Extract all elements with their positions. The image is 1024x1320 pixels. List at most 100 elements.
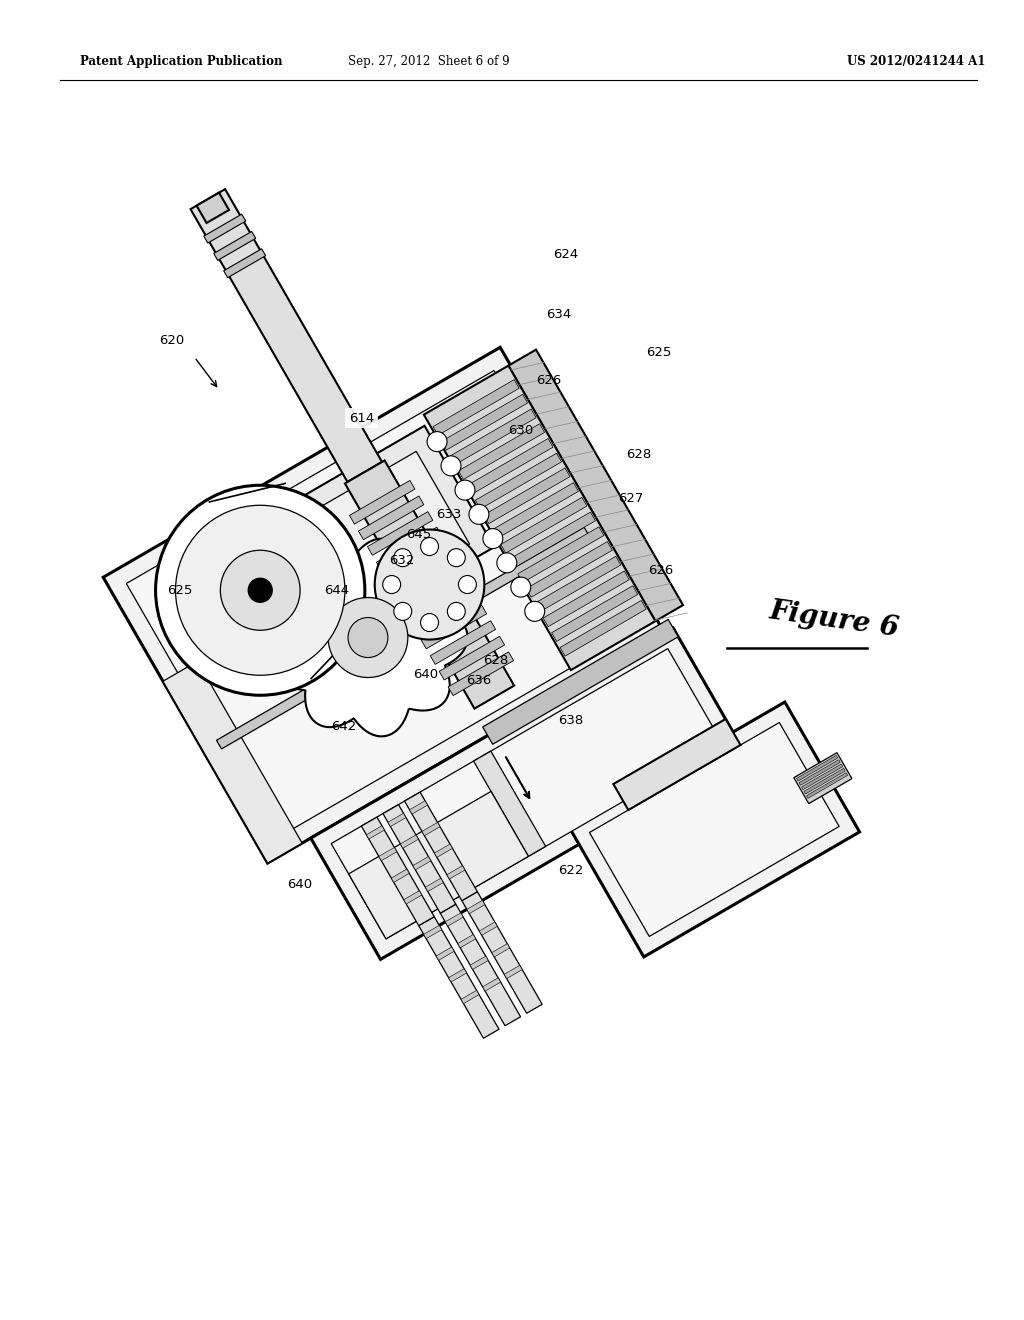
Polygon shape [794, 752, 852, 804]
Polygon shape [421, 605, 486, 649]
Polygon shape [425, 878, 443, 891]
Text: 633: 633 [436, 508, 462, 521]
Polygon shape [535, 556, 621, 612]
Polygon shape [413, 590, 477, 634]
Text: US 2012/0241244 A1: US 2012/0241244 A1 [847, 55, 985, 69]
Polygon shape [526, 541, 612, 597]
Polygon shape [484, 469, 570, 524]
Polygon shape [383, 805, 456, 913]
Polygon shape [331, 648, 723, 939]
Circle shape [328, 598, 408, 677]
Polygon shape [419, 916, 499, 1039]
Circle shape [459, 576, 476, 594]
Circle shape [524, 602, 545, 622]
Circle shape [394, 549, 412, 566]
Polygon shape [403, 574, 469, 618]
Polygon shape [797, 755, 838, 781]
Polygon shape [504, 965, 522, 978]
Polygon shape [388, 813, 406, 826]
Text: 638: 638 [558, 714, 584, 726]
Polygon shape [450, 409, 537, 465]
Polygon shape [433, 380, 519, 436]
Text: 622: 622 [558, 863, 584, 876]
Polygon shape [459, 424, 545, 479]
Polygon shape [385, 543, 451, 586]
Polygon shape [322, 451, 470, 599]
Polygon shape [440, 904, 520, 1026]
Circle shape [497, 553, 517, 573]
Circle shape [483, 528, 503, 549]
Circle shape [447, 602, 465, 620]
Text: Sep. 27, 2012  Sheet 6 of 9: Sep. 27, 2012 Sheet 6 of 9 [348, 55, 509, 69]
Polygon shape [391, 869, 410, 882]
Circle shape [427, 432, 447, 451]
Circle shape [511, 577, 530, 597]
Circle shape [469, 504, 488, 524]
Text: 636: 636 [466, 673, 492, 686]
Text: 625: 625 [167, 583, 193, 597]
Polygon shape [273, 539, 468, 737]
Polygon shape [400, 836, 419, 849]
Circle shape [348, 618, 388, 657]
Polygon shape [441, 395, 527, 450]
Text: 628: 628 [626, 449, 651, 462]
Polygon shape [126, 371, 641, 840]
Polygon shape [358, 496, 424, 540]
Polygon shape [377, 527, 441, 570]
Text: 626: 626 [648, 564, 673, 577]
Polygon shape [461, 990, 479, 1003]
Text: 634: 634 [546, 309, 571, 322]
Circle shape [394, 602, 412, 620]
Polygon shape [410, 801, 428, 814]
Polygon shape [223, 248, 265, 277]
Text: 626: 626 [537, 374, 561, 387]
Polygon shape [804, 768, 845, 793]
Polygon shape [473, 751, 546, 857]
Circle shape [383, 576, 400, 594]
Polygon shape [216, 527, 589, 748]
Polygon shape [361, 817, 434, 925]
Text: 645: 645 [407, 528, 432, 541]
Text: 642: 642 [331, 719, 356, 733]
Polygon shape [197, 193, 229, 223]
Text: 640: 640 [287, 878, 312, 891]
Polygon shape [445, 913, 463, 927]
Polygon shape [479, 921, 498, 936]
Circle shape [441, 455, 461, 477]
Polygon shape [436, 946, 455, 961]
Polygon shape [404, 792, 477, 900]
Circle shape [447, 549, 465, 566]
Polygon shape [492, 944, 510, 957]
Text: 630: 630 [508, 424, 534, 437]
Polygon shape [439, 636, 505, 680]
Circle shape [175, 506, 345, 676]
Circle shape [421, 537, 438, 556]
Circle shape [421, 614, 438, 631]
Polygon shape [430, 620, 496, 664]
Polygon shape [552, 586, 638, 642]
Polygon shape [560, 601, 646, 656]
Polygon shape [422, 822, 440, 836]
Polygon shape [379, 847, 397, 861]
Text: Figure 6: Figure 6 [767, 598, 901, 643]
Text: 625: 625 [646, 346, 671, 359]
Polygon shape [467, 900, 484, 913]
Polygon shape [163, 661, 302, 863]
Polygon shape [349, 480, 415, 524]
Circle shape [220, 550, 300, 630]
Polygon shape [424, 366, 655, 671]
Text: 644: 644 [324, 583, 349, 597]
Polygon shape [802, 764, 843, 789]
Polygon shape [569, 702, 859, 957]
Polygon shape [295, 426, 495, 622]
Polygon shape [446, 866, 465, 879]
Text: Patent Application Publication: Patent Application Publication [80, 55, 283, 69]
Polygon shape [348, 792, 528, 939]
Circle shape [248, 578, 272, 602]
Polygon shape [424, 925, 441, 939]
Polygon shape [543, 572, 630, 627]
Text: 632: 632 [389, 553, 414, 566]
Polygon shape [482, 978, 501, 991]
Polygon shape [518, 527, 604, 582]
Polygon shape [368, 512, 433, 556]
